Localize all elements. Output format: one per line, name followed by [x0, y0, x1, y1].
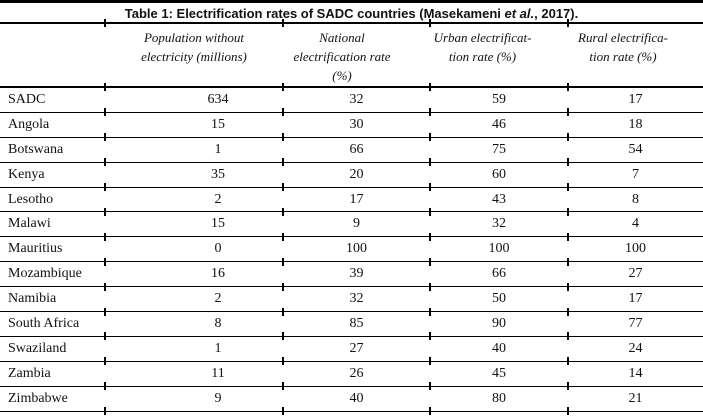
country-cell: SADC — [0, 87, 105, 113]
table-row: Malawi 15 9 32 4 — [0, 211, 703, 241]
value-cell: 27 — [282, 336, 430, 365]
value-cell: 4 — [567, 211, 703, 241]
value-cell: 39 — [282, 261, 430, 291]
value-cell: 32 — [282, 87, 430, 116]
value-cell: 30 — [282, 112, 430, 141]
table-row: South Africa 8 85 90 77 — [0, 311, 703, 340]
value-cell: 7 — [567, 162, 703, 191]
value-cell: 100 — [567, 236, 703, 266]
value-cell: 9 — [282, 211, 430, 241]
value-cell: 75 — [429, 137, 568, 166]
value-cell: 54 — [567, 137, 703, 166]
value-cell: 17 — [282, 187, 430, 216]
column-header-country — [0, 23, 105, 88]
table-header: Population without electricity (millions… — [0, 18, 703, 90]
country-cell: Zimbabwe — [0, 386, 105, 412]
value-cell: 46 — [429, 112, 568, 141]
value-cell: 8 — [104, 311, 283, 340]
value-cell: 11 — [104, 361, 283, 390]
value-cell: 20 — [282, 162, 430, 191]
value-cell: 50 — [429, 286, 568, 315]
table-title-etal: et al. — [504, 6, 535, 21]
column-header-urban-rate: Urban electrificat- tion rate (%) — [429, 18, 568, 90]
table-header-row: Population without electricity (millions… — [0, 18, 703, 90]
value-cell: 9 — [104, 386, 283, 415]
table-row: Namibia 2 32 50 17 — [0, 286, 703, 315]
table-body: SADC 634 32 59 17 Angola 15 30 46 18 Botswana 1 66 75… — [0, 87, 703, 415]
country-cell: Namibia — [0, 286, 105, 313]
value-cell: 90 — [429, 311, 568, 340]
value-cell: 8 — [567, 187, 703, 216]
value-cell: 66 — [429, 261, 568, 291]
value-cell: 2 — [104, 187, 283, 216]
value-cell: 59 — [429, 87, 568, 116]
table-row: Angola 15 30 46 18 — [0, 112, 703, 141]
value-cell: 26 — [282, 361, 430, 390]
value-cell: 80 — [429, 386, 568, 415]
table-row: Mauritius 0 100 100 100 — [0, 236, 703, 266]
country-cell: Swaziland — [0, 336, 105, 362]
table-row: Zambia 11 26 45 14 — [0, 361, 703, 390]
table-title-suffix: , 2017). — [534, 6, 579, 21]
value-cell: 32 — [429, 211, 568, 241]
value-cell: 1 — [104, 336, 283, 365]
table-row: Lesotho 2 17 43 8 — [0, 187, 703, 216]
table-row: SADC 634 32 59 17 — [0, 87, 703, 116]
value-cell: 85 — [282, 311, 430, 340]
value-cell: 32 — [282, 286, 430, 315]
country-cell: Botswana — [0, 137, 105, 163]
value-cell: 17 — [567, 286, 703, 315]
value-cell: 27 — [567, 261, 703, 291]
table-row: Zimbabwe 9 40 80 21 — [0, 386, 703, 415]
value-cell: 40 — [429, 336, 568, 365]
value-cell: 21 — [567, 386, 703, 415]
country-cell: Lesotho — [0, 187, 105, 213]
value-cell: 35 — [104, 162, 283, 191]
table-row: Kenya 35 20 60 7 — [0, 162, 703, 191]
country-cell: Mozambique — [0, 261, 105, 288]
table-row: Mozambique 16 39 66 27 — [0, 261, 703, 291]
top-rule-divider — [0, 0, 703, 3]
value-cell: 2 — [104, 286, 283, 315]
value-cell: 60 — [429, 162, 568, 191]
value-cell: 77 — [567, 311, 703, 340]
electrification-table: Population without electricity (millions… — [0, 18, 703, 415]
country-cell: Malawi — [0, 211, 105, 238]
country-cell: Angola — [0, 112, 105, 138]
column-header-national-rate: National electrification rate (%) — [282, 18, 430, 90]
value-cell: 100 — [429, 236, 568, 266]
table-title: Table 1: Electrification rates of SADC c… — [0, 3, 703, 22]
value-cell: 17 — [567, 87, 703, 116]
column-header-population: Population without electricity (millions… — [104, 18, 283, 90]
table-row: Swaziland 1 27 40 24 — [0, 336, 703, 365]
column-header-rural-rate: Rural electrifica- tion rate (%) — [567, 18, 703, 90]
value-cell: 18 — [567, 112, 703, 141]
value-cell: 634 — [104, 87, 283, 116]
country-cell: Zambia — [0, 361, 105, 387]
value-cell: 66 — [282, 137, 430, 166]
value-cell: 24 — [567, 336, 703, 365]
value-cell: 100 — [282, 236, 430, 266]
value-cell: 16 — [104, 261, 283, 291]
table-title-prefix: Table 1: Electrification rates of SADC c… — [124, 6, 505, 21]
value-cell: 14 — [567, 361, 703, 390]
country-cell: Kenya — [0, 162, 105, 188]
table-row: Botswana 1 66 75 54 — [0, 137, 703, 166]
value-cell: 45 — [429, 361, 568, 390]
value-cell: 0 — [104, 236, 283, 266]
value-cell: 40 — [282, 386, 430, 415]
country-cell: Mauritius — [0, 236, 105, 263]
value-cell: 15 — [104, 211, 283, 241]
country-cell: South Africa — [0, 311, 105, 337]
value-cell: 1 — [104, 137, 283, 166]
value-cell: 15 — [104, 112, 283, 141]
value-cell: 43 — [429, 187, 568, 216]
